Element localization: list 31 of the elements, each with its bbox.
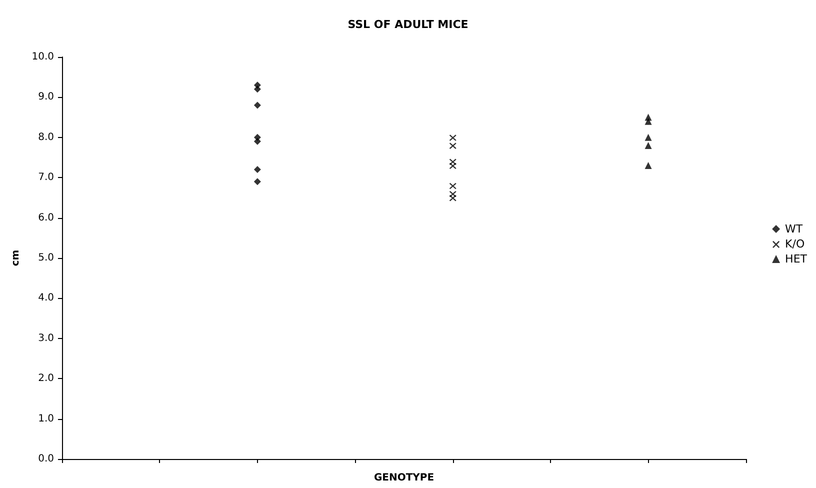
point (644, 162, 652, 170)
point (449, 162, 456, 170)
y-tick-label: 1.0 (38, 413, 54, 424)
point (254, 86, 261, 93)
chart-title: SSL OF ADULT MICE (348, 18, 468, 31)
point (644, 134, 652, 141)
point (254, 102, 261, 109)
point (449, 194, 456, 202)
y-tick-label: 10.0 (32, 52, 54, 62)
y-tick-label: 7.0 (38, 172, 54, 184)
point (449, 134, 456, 141)
point (254, 166, 261, 174)
point (644, 118, 652, 125)
point (449, 182, 456, 190)
y-axis-title: cm (10, 250, 22, 266)
legend-label: K/O (785, 238, 805, 250)
legend-label: HET (785, 252, 808, 266)
x-axis-title: GENOTYPE (374, 472, 434, 484)
y-tick-label: 5.0 (38, 252, 54, 264)
point (254, 138, 261, 145)
y-tick-label: 6.0 (38, 212, 54, 224)
y-tick-label: 3.0 (38, 332, 54, 344)
y-tick-label: 2.0 (38, 373, 54, 384)
legend-label: WT (785, 222, 803, 236)
point (644, 142, 652, 149)
y-tick-label: 8.0 (38, 132, 54, 143)
point (254, 178, 261, 186)
y-tick-label: 9.0 (38, 92, 54, 103)
y-tick-label: 0.0 (38, 454, 54, 464)
point (449, 142, 456, 149)
y-tick-label: 4.0 (38, 292, 54, 304)
